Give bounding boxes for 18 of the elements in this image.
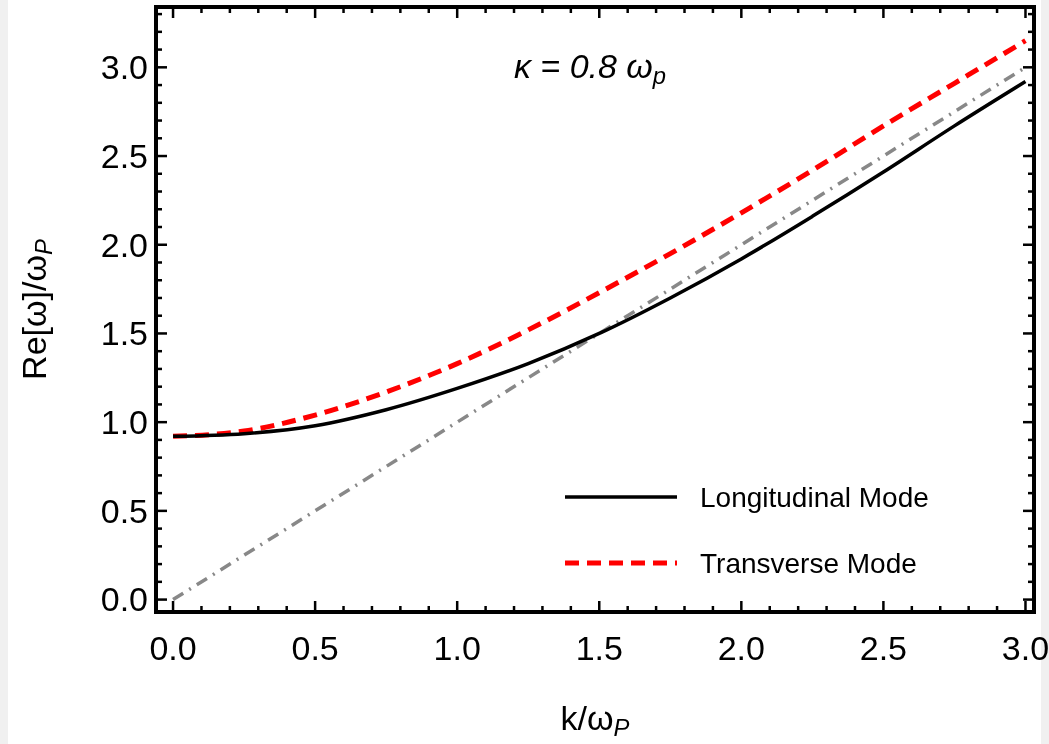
x-tick-label: 0.5 — [291, 629, 339, 667]
y-tick-label: 1.5 — [100, 314, 148, 353]
x-tick-label: 1.5 — [575, 629, 623, 667]
x-tick-label: 2.0 — [717, 629, 765, 667]
x-tick-label: 1.0 — [433, 629, 481, 667]
y-tick-label: 2.0 — [100, 225, 148, 264]
legend-label: Longitudinal Mode — [700, 481, 929, 513]
y-tick-label: 0.0 — [100, 580, 148, 619]
y-tick-label: 3.0 — [100, 48, 148, 87]
x-axis-title: k/ω$_{P}$ — [560, 699, 630, 741]
x-tick-label: 2.5 — [859, 629, 908, 667]
annotation: κ = 0.8 ω$_{p}$ — [513, 47, 667, 89]
legend-label: Transverse Mode — [700, 547, 917, 579]
y-tick-label: 2.5 — [100, 136, 148, 175]
y-tick-label: 1.0 — [100, 403, 148, 442]
x-tick-label: 0.0 — [149, 629, 197, 667]
y-tick-label: 0.5 — [100, 491, 148, 530]
x-tick-label: 3.0 — [1001, 629, 1049, 667]
